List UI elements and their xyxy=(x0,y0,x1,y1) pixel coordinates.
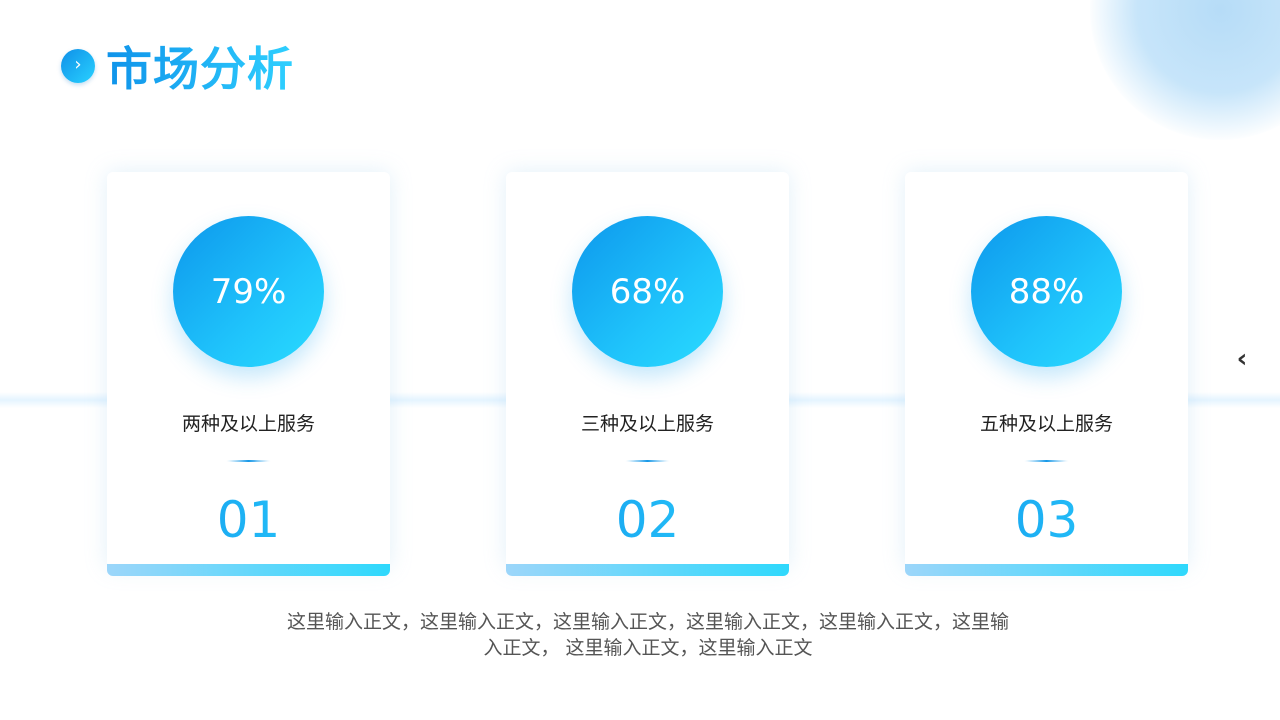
percent-circle: 68% xyxy=(572,216,723,367)
chevron-right-icon: › xyxy=(61,49,95,83)
card-1: 79% 两种及以上服务 01 xyxy=(107,172,390,576)
card-bottom-bar xyxy=(905,564,1188,576)
card-label: 五种及以上服务 xyxy=(979,413,1113,435)
corner-decoration xyxy=(1090,0,1280,140)
card-bottom-bar xyxy=(107,564,390,576)
card-3: 88% 五种及以上服务 03 xyxy=(905,172,1188,576)
divider xyxy=(1024,460,1069,462)
percent-circle: 88% xyxy=(971,216,1122,367)
card-2: 68% 三种及以上服务 02 xyxy=(506,172,789,576)
percent-value: 79% xyxy=(210,271,287,312)
card-bottom-bar xyxy=(506,564,789,576)
card-number: 02 xyxy=(506,490,789,550)
percent-value: 68% xyxy=(609,271,686,312)
divider xyxy=(226,460,271,462)
body-text: 这里输入正文，这里输入正文，这里输入正文，这里输入正文，这里输入正文，这里输 入… xyxy=(230,609,1066,661)
page-title: 市场分析 xyxy=(106,38,294,100)
card-number: 03 xyxy=(905,490,1188,550)
body-text-line-1: 这里输入正文，这里输入正文，这里输入正文，这里输入正文，这里输入正文，这里输 xyxy=(286,611,1009,633)
percent-circle: 79% xyxy=(173,216,324,367)
body-text-line-2: 入正文， 这里输入正文，这里输入正文 xyxy=(483,637,813,659)
chevron-left-icon[interactable]: ‹ xyxy=(1236,344,1248,374)
card-label: 三种及以上服务 xyxy=(580,413,714,435)
divider xyxy=(625,460,670,462)
card-label: 两种及以上服务 xyxy=(181,413,315,435)
card-number: 01 xyxy=(107,490,390,550)
percent-value: 88% xyxy=(1008,271,1085,312)
